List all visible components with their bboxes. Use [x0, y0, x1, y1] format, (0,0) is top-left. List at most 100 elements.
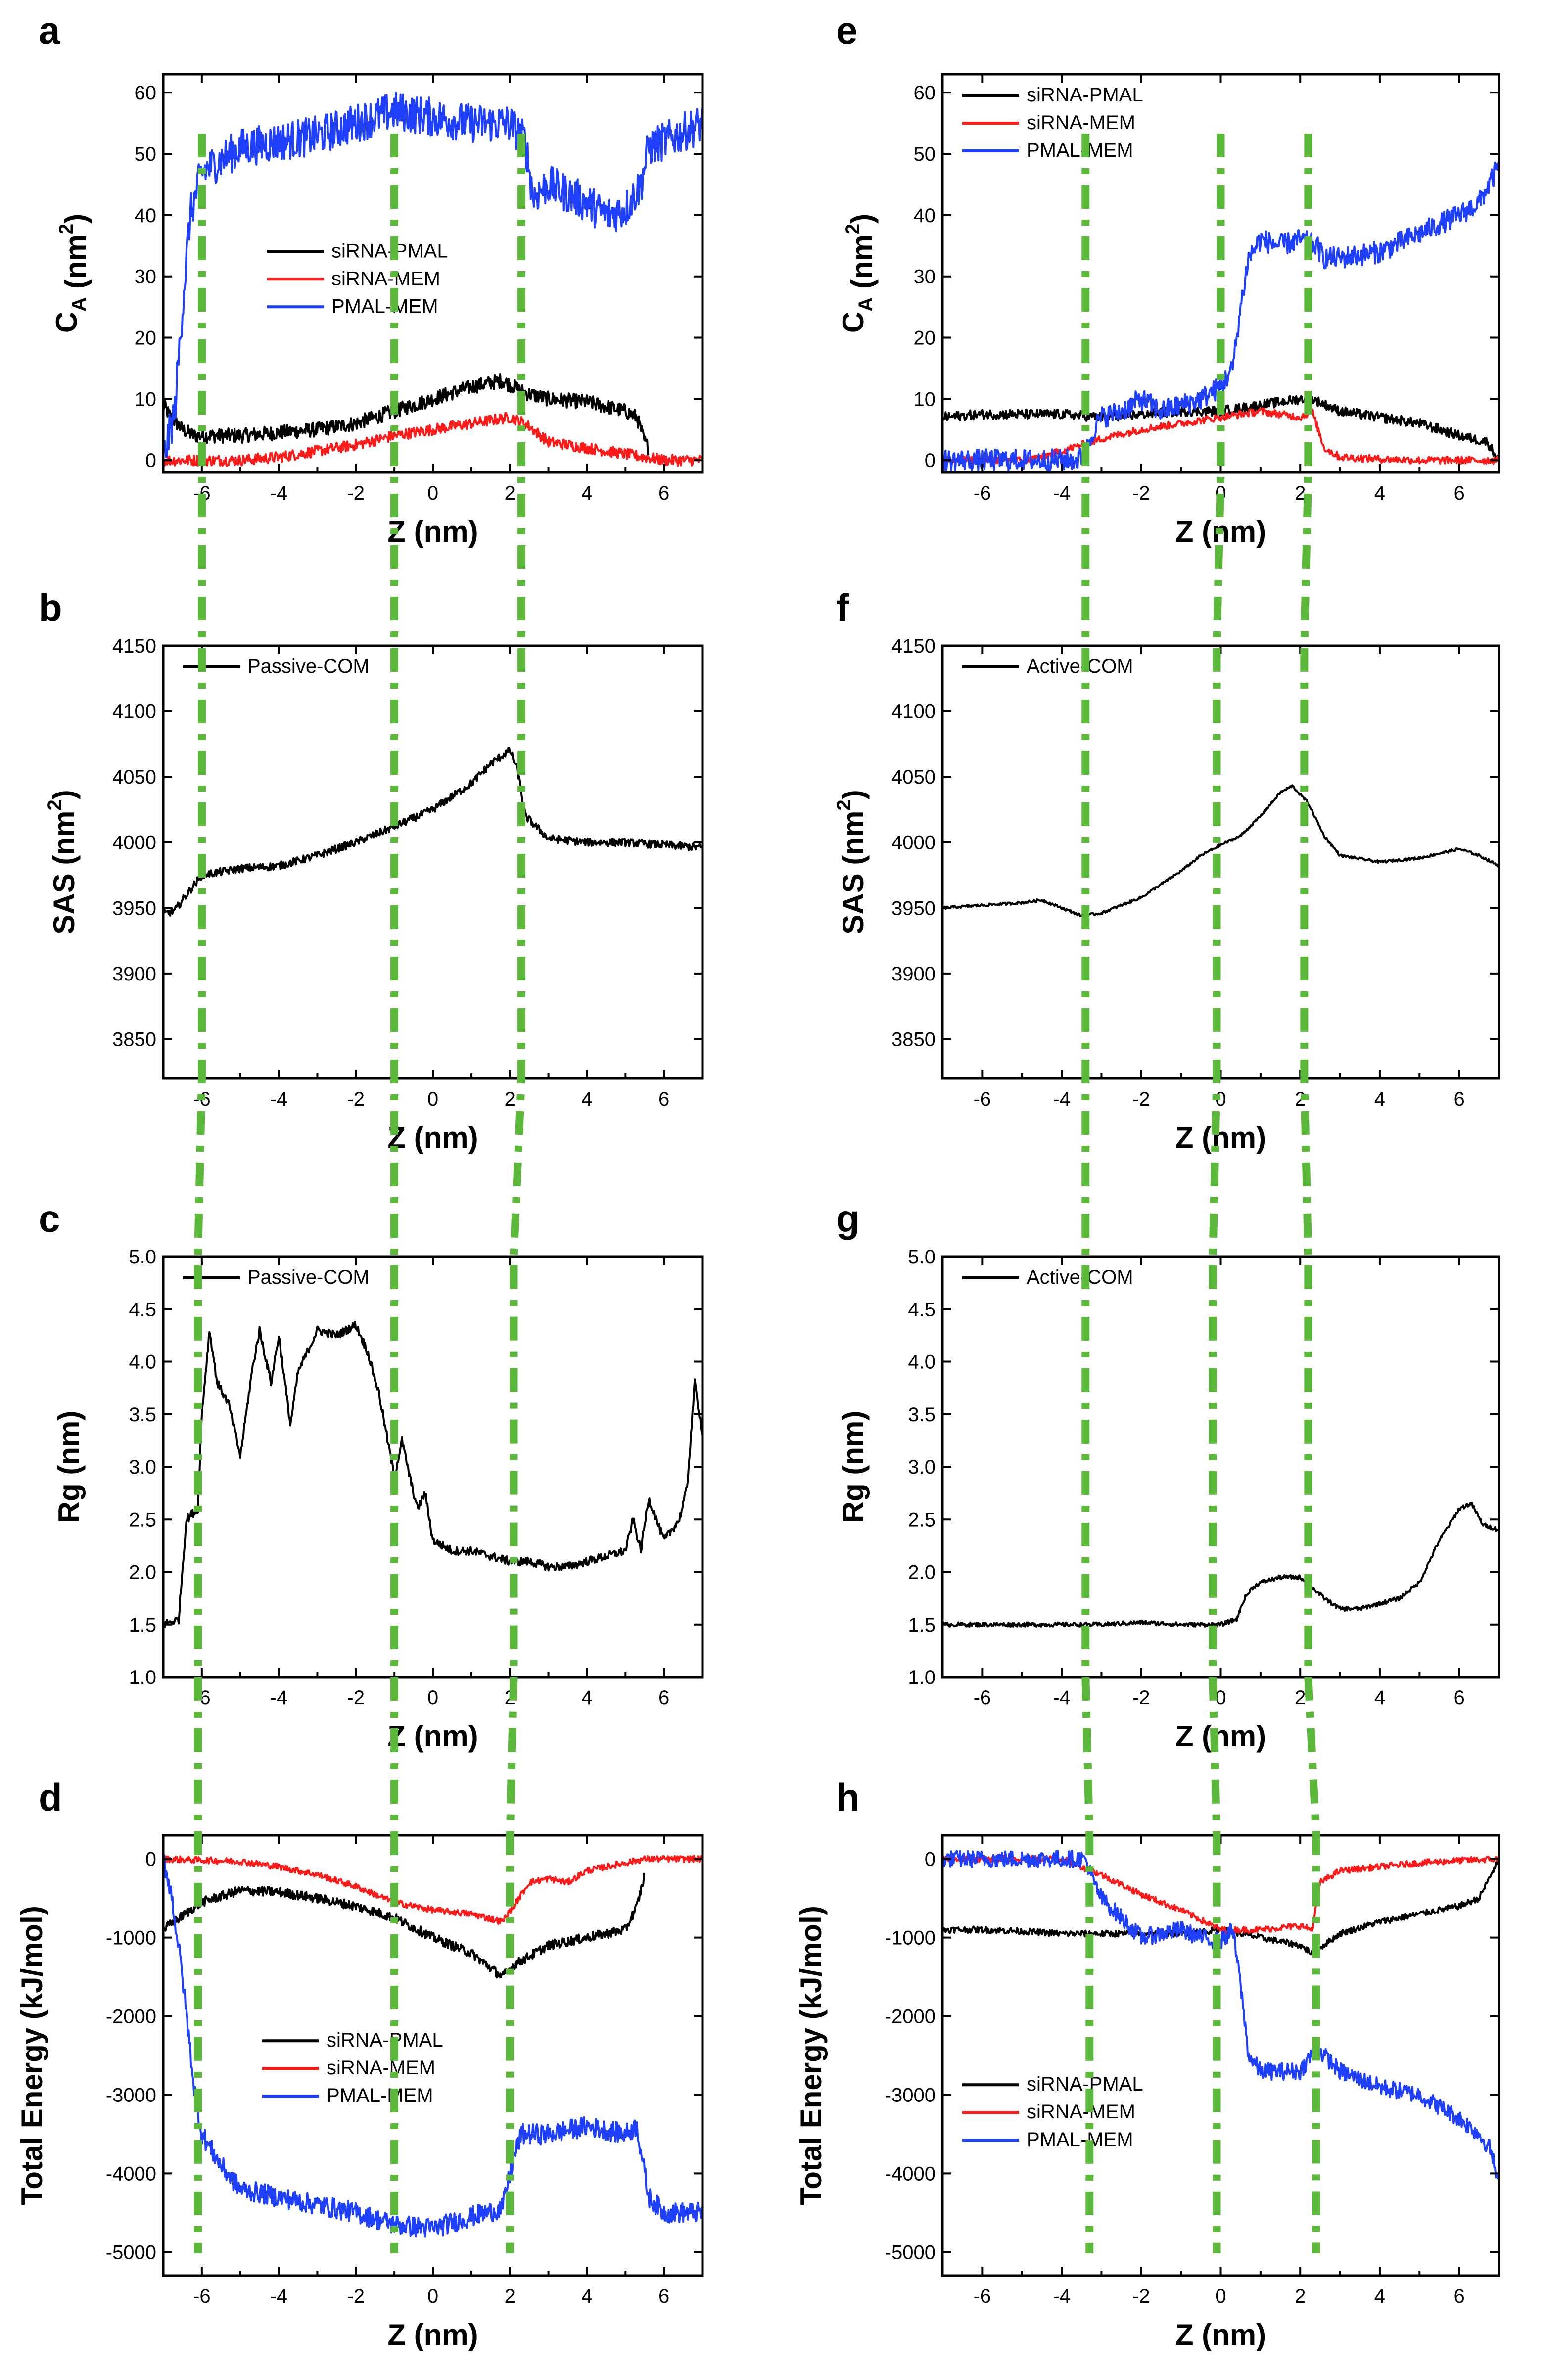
x-axis-title-c: Z (nm)	[387, 1720, 478, 1753]
x-tick-label-d: -2	[347, 2286, 365, 2307]
series-group-a	[163, 92, 703, 467]
y-tick-label-h: 0	[925, 1849, 936, 1870]
x-tick-label-h: -4	[1053, 2286, 1071, 2307]
y-axis-title-d: Total Energy (kJ/mol)	[15, 1906, 48, 2205]
x-tick-label-d: 6	[658, 2286, 669, 2307]
x-tick-label-h: 4	[1374, 2286, 1385, 2307]
y-tick-label-c: 2.0	[129, 1562, 156, 1584]
y-tick-label-b: 3950	[112, 897, 156, 919]
x-tick-label-b: -2	[347, 1088, 365, 1110]
y-tick-label-a: 40	[135, 205, 157, 227]
x-tick-label-f: 0	[1215, 1088, 1226, 1110]
axis-frame-b	[162, 644, 704, 1080]
legend-label-h: PMAL-MEM	[1027, 2129, 1133, 2150]
panel-letter-b: b	[39, 586, 62, 629]
y-tick-label-g: 5.0	[908, 1246, 936, 1268]
series-line-b-passive-com	[163, 747, 703, 917]
y-tick-label-b: 3850	[112, 1028, 156, 1050]
panel-letter-h: h	[836, 1775, 860, 1819]
y-tick-label-b: 4000	[112, 832, 156, 854]
panel-f: f -6 -4 -2 0 2 4 6 3850 3900 3950 4000 4050 4100 4150 Z…	[833, 586, 1500, 1154]
y-tick-label-g: 1.0	[908, 1667, 936, 1688]
x-tick-label-f: 6	[1454, 1088, 1465, 1110]
legend-label-a: PMAL-MEM	[331, 295, 438, 317]
y-tick-label-e: 60	[914, 82, 936, 104]
x-tick-label-g: -6	[974, 1687, 991, 1709]
y-tick-label-b: 4150	[112, 635, 156, 657]
x-tick-label-d: 2	[505, 2286, 515, 2307]
y-tick-label-c: 4.5	[129, 1299, 156, 1320]
x-tick-label-a: -4	[270, 482, 288, 504]
x-tick-label-a: 6	[658, 482, 669, 504]
y-tick-label-d: -3000	[106, 2084, 156, 2106]
x-axis-title-b: Z (nm)	[387, 1121, 478, 1154]
y-tick-label-h: -5000	[885, 2241, 936, 2263]
panel-letter-a: a	[39, 8, 60, 52]
legend-label-e: siRNA-PMAL	[1027, 84, 1143, 106]
panel-h: h -6 -4 -2 0 2 4 6 0 -1000 -2000 -3000 -4000 -5000 Z (…	[795, 1775, 1500, 2351]
x-axis-title-f: Z (nm)	[1175, 1121, 1266, 1154]
x-tick-label-g: -4	[1053, 1687, 1071, 1709]
y-tick-label-d: 0	[145, 1849, 156, 1870]
y-tick-label-e: 50	[914, 143, 936, 165]
series-line-a-sirna-pmal	[163, 373, 650, 456]
panel-letter-f: f	[836, 586, 849, 629]
guide-line	[1300, 134, 1320, 2253]
guide-line	[506, 134, 526, 2253]
panel-letter-c: c	[39, 1197, 60, 1240]
y-tick-label-g: 4.0	[908, 1352, 936, 1373]
legend-label-d: siRNA-PMAL	[327, 2029, 443, 2051]
y-tick-label-g: 3.5	[908, 1404, 936, 1426]
axis-frame-c	[162, 1255, 704, 1679]
y-tick-label-f: 4100	[891, 701, 936, 723]
panel-d: d -6 -4 -2 0 2 4 6 0 -1000 -2000 -3000 -4000 -5000 Z (…	[15, 1775, 704, 2351]
y-tick-label-c: 4.0	[129, 1352, 156, 1373]
y-axis-title-a: CA (nm2)	[50, 214, 92, 333]
panel-c: c-6 -4 -2 0 2 4 61.01.52.02.53.03.54.04.55.0Z …	[39, 1197, 704, 1753]
y-tick-label-f: 4150	[891, 635, 936, 657]
y-tick-label-f: 3900	[891, 963, 936, 985]
legend-label-h: siRNA-PMAL	[1027, 2073, 1143, 2095]
series-line-d-pmal-mem	[163, 1854, 703, 2238]
y-tick-label-d: -5000	[106, 2241, 156, 2263]
y-tick-label-f: 3950	[891, 897, 936, 919]
x-tick-label-e: -4	[1053, 482, 1071, 504]
x-tick-label-c: -4	[270, 1687, 288, 1709]
series-line-a-pmal-mem	[163, 92, 703, 459]
y-tick-label-c: 3.5	[129, 1404, 156, 1426]
x-tick-label-d: 0	[427, 2286, 438, 2307]
x-tick-label-g: -2	[1132, 1687, 1150, 1709]
y-tick-label-c: 5.0	[129, 1246, 156, 1268]
x-tick-label-d: -6	[193, 2286, 211, 2307]
x-tick-label-a: 2	[505, 482, 515, 504]
y-axis-title-f: SAS (nm2)	[833, 790, 870, 934]
axis-frame-d	[162, 1834, 704, 2277]
y-tick-label-g: 1.5	[908, 1614, 936, 1636]
y-tick-label-b: 4050	[112, 766, 156, 788]
x-tick-label-h: 2	[1295, 2286, 1306, 2307]
x-axis-title-a: Z (nm)	[387, 515, 478, 548]
y-tick-label-e: 30	[914, 266, 936, 288]
x-tick-label-c: 0	[427, 1687, 438, 1709]
y-tick-label-a: 0	[145, 450, 156, 471]
series-group-b	[163, 747, 703, 917]
y-tick-label-a: 10	[135, 388, 157, 410]
x-tick-label-b: 4	[581, 1088, 592, 1110]
guide-line	[194, 134, 206, 2253]
y-tick-label-a: 30	[135, 266, 157, 288]
y-tick-label-g: 4.5	[908, 1299, 936, 1320]
x-tick-label-b: 6	[658, 1088, 669, 1110]
y-tick-label-f: 4050	[891, 766, 936, 788]
y-tick-label-f: 3850	[891, 1028, 936, 1050]
x-tick-label-d: 4	[581, 2286, 592, 2307]
x-axis-title-h: Z (nm)	[1175, 2318, 1266, 2351]
y-tick-label-b: 4100	[112, 701, 156, 723]
panel-letter-e: e	[836, 8, 857, 52]
series-line-e-pmal-mem	[942, 161, 1499, 472]
x-tick-label-g: 2	[1295, 1687, 1306, 1709]
x-tick-label-e: 4	[1374, 482, 1385, 504]
x-axis-title-d: Z (nm)	[387, 2318, 478, 2351]
x-tick-label-b: 0	[427, 1088, 438, 1110]
